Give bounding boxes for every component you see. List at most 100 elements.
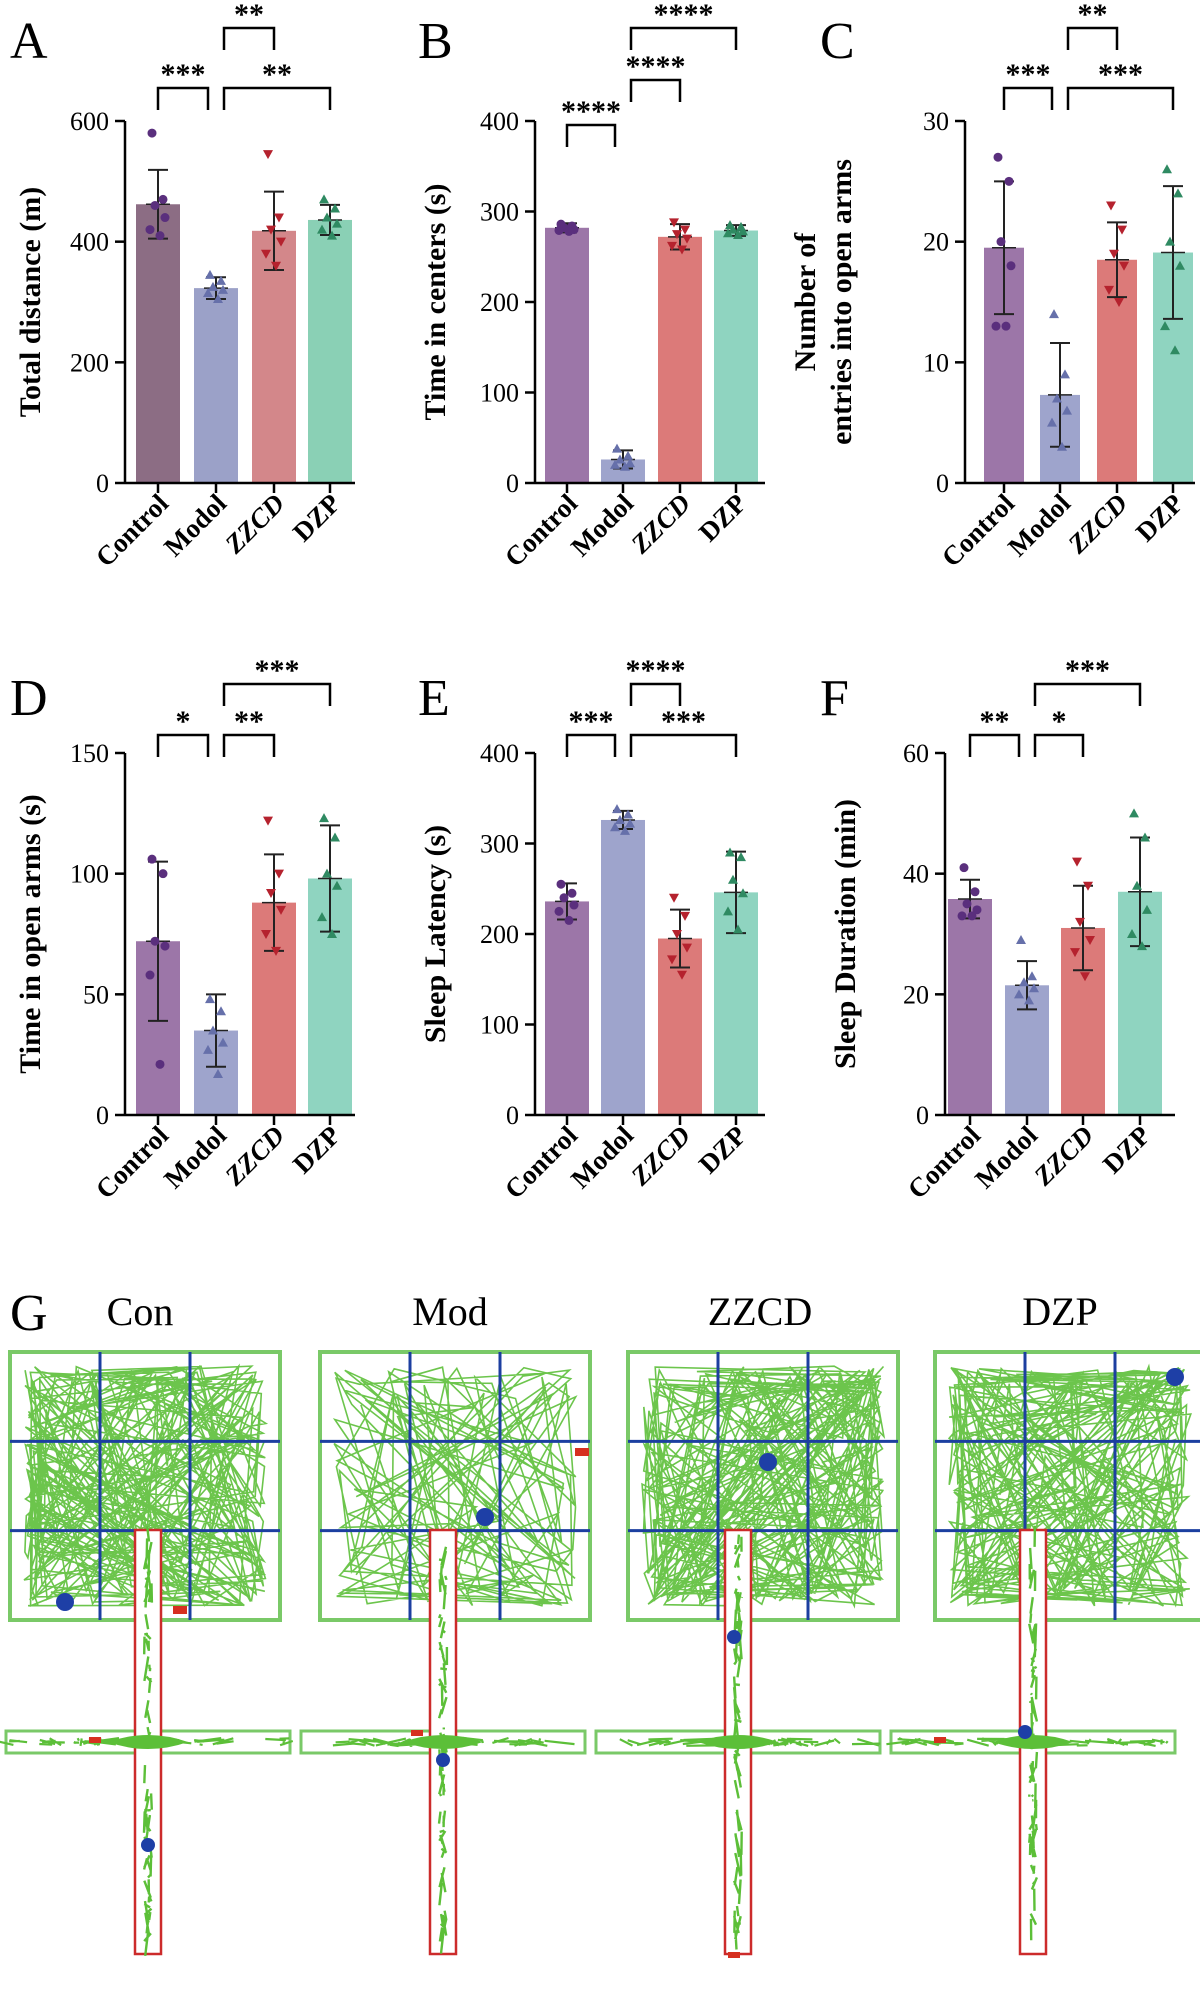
data-point — [672, 230, 682, 240]
data-point — [991, 321, 1001, 331]
y-tick-label: 150 — [70, 739, 109, 768]
data-point — [564, 226, 574, 236]
data-point — [736, 852, 746, 862]
start-marker — [89, 1737, 101, 1743]
start-marker — [934, 1737, 946, 1743]
data-point — [567, 888, 577, 898]
category-label: Modol — [565, 488, 640, 563]
start-marker — [728, 1952, 740, 1958]
category-label: Modol — [1002, 488, 1077, 563]
bar-modol — [601, 819, 645, 1115]
data-point — [620, 461, 630, 471]
significance-bracket — [629, 682, 682, 706]
group-label: DZP — [1022, 1289, 1098, 1334]
data-point — [332, 880, 342, 890]
significance-label: ** — [234, 705, 264, 738]
data-point — [1014, 989, 1024, 999]
center-cluster — [698, 1735, 778, 1749]
significance-label: ** — [262, 58, 292, 91]
category-label: ZZCD — [624, 1120, 696, 1192]
maze-trajectory — [1028, 1525, 1039, 1941]
data-point — [1004, 176, 1014, 186]
category-label: DZP — [693, 1120, 752, 1179]
y-tick-label: 0 — [936, 469, 949, 498]
data-point — [1127, 929, 1137, 938]
category-label: Modol — [565, 1120, 640, 1195]
category-label: DZP — [1097, 1120, 1156, 1179]
bar-dzp — [308, 219, 352, 484]
bar-zzcd — [658, 236, 702, 483]
data-point — [145, 970, 155, 980]
data-point — [208, 1025, 218, 1035]
data-point — [667, 241, 677, 251]
data-point — [150, 936, 160, 946]
significance-bracket — [1033, 682, 1142, 706]
y-tick-label: 400 — [480, 739, 519, 768]
data-point — [623, 450, 633, 460]
category-label: Control — [499, 488, 584, 573]
data-point — [1170, 345, 1180, 355]
y-tick-label: 0 — [96, 469, 109, 498]
data-point — [205, 994, 215, 1004]
maze-trajectory — [0, 1737, 294, 1747]
data-point — [738, 226, 748, 236]
category-label: Modol — [158, 1120, 233, 1195]
data-point — [317, 912, 327, 922]
data-point — [972, 905, 982, 915]
significance-bracket — [156, 733, 210, 757]
data-point — [1173, 188, 1183, 198]
data-point — [322, 868, 332, 878]
data-point — [1165, 236, 1175, 246]
data-point — [556, 879, 566, 889]
significance-label: **** — [561, 95, 621, 128]
data-point — [1162, 164, 1172, 174]
significance-bracket — [1066, 26, 1119, 50]
significance-label: **** — [626, 50, 686, 83]
y-tick-label: 200 — [480, 920, 519, 949]
significance-bracket — [629, 78, 682, 102]
y-tick-label: 30 — [923, 107, 949, 136]
data-point — [1175, 260, 1185, 270]
data-point — [1049, 309, 1059, 319]
data-point — [1052, 393, 1062, 403]
data-point — [319, 813, 329, 823]
data-point — [682, 943, 692, 953]
significance-label: *** — [1006, 58, 1051, 91]
significance-bracket — [565, 733, 617, 757]
y-tick-label: 400 — [480, 107, 519, 136]
data-point — [213, 1068, 223, 1078]
data-point — [993, 152, 1003, 162]
significance-label: *** — [1065, 654, 1110, 687]
data-point — [1047, 417, 1057, 427]
data-point — [625, 818, 635, 828]
trajectory — [947, 1363, 1192, 1608]
significance-label: ** — [234, 0, 264, 31]
bar-modol — [194, 288, 238, 483]
data-point — [1117, 225, 1127, 235]
data-point — [669, 893, 679, 903]
data-point — [266, 225, 276, 235]
category-label: DZP — [693, 488, 752, 547]
significance-bracket — [968, 733, 1021, 757]
data-point — [1114, 298, 1124, 307]
data-point — [319, 194, 329, 204]
y-axis-label: Sleep Duration (min) — [829, 799, 862, 1069]
data-point — [680, 911, 690, 921]
data-point — [725, 847, 735, 857]
category-label: Modol — [158, 488, 233, 563]
data-point — [145, 225, 155, 235]
data-point — [218, 1037, 228, 1047]
data-point — [1132, 880, 1142, 890]
significance-label: ** — [980, 705, 1010, 738]
data-point — [271, 261, 281, 271]
panel-letter: A — [10, 13, 48, 70]
data-point — [667, 955, 677, 965]
data-point — [1080, 972, 1090, 982]
data-point — [1075, 917, 1085, 927]
significance-label: * — [176, 705, 191, 738]
data-point — [733, 924, 743, 934]
y-tick-label: 0 — [506, 1101, 519, 1130]
